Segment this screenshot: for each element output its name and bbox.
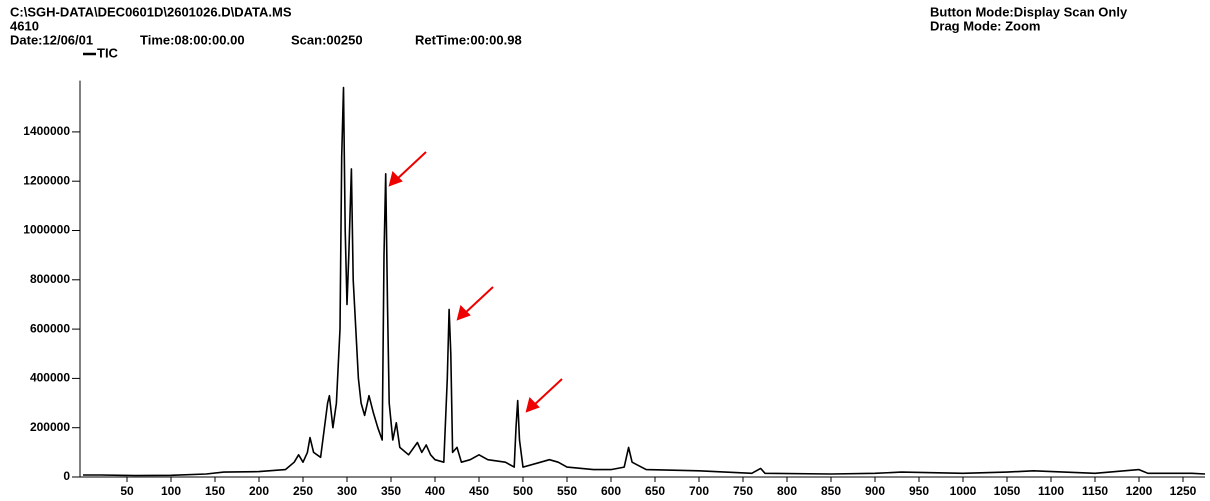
drag-mode: Drag Mode: Zoom	[930, 18, 1041, 33]
x-tick-label: 800	[777, 484, 797, 498]
legend-label: TIC	[97, 45, 119, 60]
x-tick-label: 1250	[1170, 484, 1197, 498]
x-tick-label: 750	[733, 484, 753, 498]
x-tick-label: 500	[513, 484, 533, 498]
x-tick-label: 600	[601, 484, 621, 498]
x-tick-label: 300	[337, 484, 357, 498]
y-tick-label: 600000	[30, 321, 70, 335]
x-tick-label: 1200	[1126, 484, 1153, 498]
x-tick-label: 950	[909, 484, 929, 498]
x-tick-label: 50	[120, 484, 134, 498]
arrow-head	[525, 397, 540, 413]
y-tick-label: 0	[63, 469, 70, 483]
y-tick-label: 1200000	[23, 173, 70, 187]
y-tick-label: 1400000	[23, 124, 70, 138]
sample: 4610	[10, 18, 39, 33]
x-tick-label: 150	[205, 484, 225, 498]
button-mode: Button Mode:Display Scan Only	[930, 4, 1128, 19]
x-tick-label: 850	[821, 484, 841, 498]
x-tick-label: 550	[557, 484, 577, 498]
x-tick-label: 450	[469, 484, 489, 498]
x-tick-label: 1000	[950, 484, 977, 498]
arrows	[388, 151, 563, 413]
y-tick-label: 1000000	[23, 223, 70, 237]
x-tick-label: 700	[689, 484, 709, 498]
file-path: C:\SGH-DATA\DEC0601D\2601026.D\DATA.MS	[10, 4, 292, 19]
x-tick-label: 1150	[1082, 484, 1108, 498]
x-tick-label: 200	[249, 484, 269, 498]
arrow-head	[456, 305, 471, 321]
arrow	[395, 151, 427, 181]
x-tick-label: 350	[381, 484, 401, 498]
x-tick-label: 650	[645, 484, 665, 498]
trace	[83, 86, 1206, 477]
scan: Scan:00250	[291, 32, 363, 47]
x-tick-label: 100	[161, 484, 181, 498]
ret-time: RetTime:00:00.98	[415, 32, 522, 47]
date: Date:12/06/01	[10, 32, 93, 47]
x-tick-label: 1050	[994, 484, 1021, 498]
x-tick-label: 400	[425, 484, 445, 498]
y-tick-label: 800000	[30, 272, 70, 286]
y-tick-label: 400000	[30, 371, 70, 385]
x-tick-label: 1100	[1038, 484, 1064, 498]
x-tick-label: 250	[293, 484, 313, 498]
y-tick-label: 200000	[30, 420, 70, 434]
x-tick-label: 900	[865, 484, 885, 498]
arrow	[463, 286, 494, 315]
arrow	[532, 378, 563, 407]
time: Time:08:00:00.00	[140, 32, 245, 47]
arrow-head	[388, 171, 403, 187]
